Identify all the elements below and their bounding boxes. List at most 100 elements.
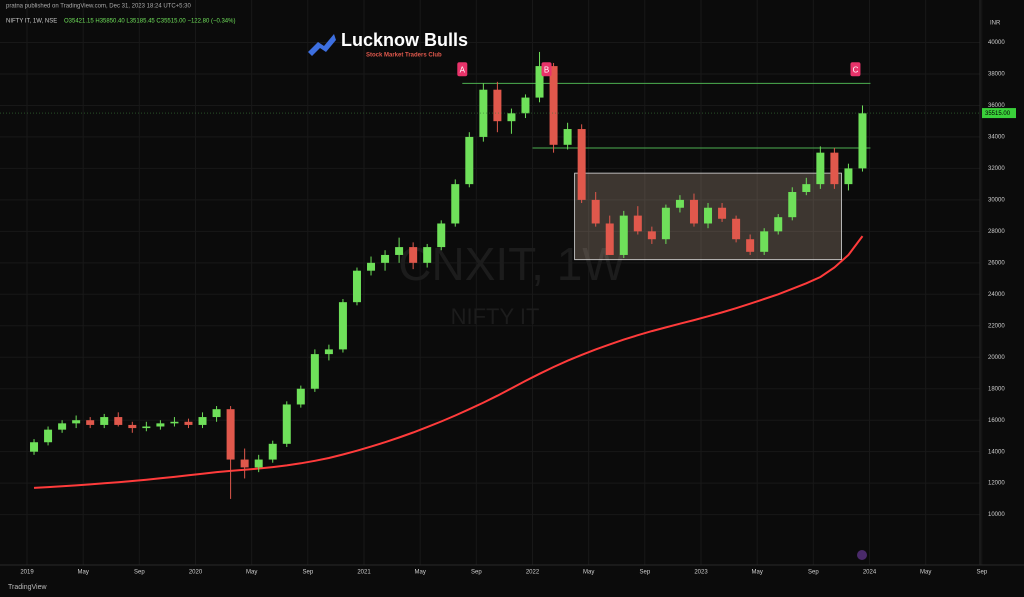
marker-box: [541, 62, 552, 77]
candle-body: [352, 270, 361, 303]
x-tick-label: May: [583, 570, 594, 576]
watermark: CNXIT, 1W: [398, 238, 626, 290]
marker-label: B: [544, 65, 549, 74]
candle-body: [86, 420, 95, 425]
last-price-label: 35515.00: [985, 111, 1011, 117]
candle-body: [788, 192, 797, 218]
x-tick-label: Sep: [134, 570, 145, 576]
y-tick-label: 28000: [988, 229, 1005, 235]
x-tick-label: 2024: [863, 570, 877, 576]
y-tick-label: 34000: [988, 135, 1005, 141]
candle-body: [507, 113, 516, 122]
candle-body: [493, 89, 502, 122]
candle-body: [156, 423, 165, 427]
marker-box: [457, 62, 468, 77]
published: pratna published on TradingView.com, Dec…: [6, 4, 192, 10]
candle-body: [338, 302, 347, 350]
marker-label: C: [853, 65, 859, 74]
candle-body: [44, 429, 53, 443]
x-tick-label: Sep: [302, 570, 313, 576]
x-tick-label: Sep: [976, 570, 987, 576]
candle-body: [240, 459, 249, 468]
logo-tagline: Stock Market Traders Club: [366, 53, 442, 59]
moving-average: [33, 235, 864, 489]
candle-body: [212, 409, 221, 418]
y-tick-label: 24000: [988, 292, 1005, 298]
candle-body: [395, 247, 404, 255]
candle-body: [760, 231, 769, 252]
candle-body: [381, 254, 390, 263]
candle-body: [647, 231, 656, 240]
y-tick-label: 10000: [988, 512, 1005, 518]
candle-body: [802, 184, 811, 193]
x-tick-label: May: [414, 570, 425, 576]
symbol: NIFTY IT, 1W, NSE: [6, 19, 57, 25]
candle-body: [72, 420, 81, 424]
candle-body: [535, 66, 544, 98]
x-tick-label: Sep: [639, 570, 650, 576]
candle-body: [577, 129, 586, 200]
footer: TradingView: [8, 584, 47, 591]
candle-body: [619, 215, 628, 255]
candle-body: [451, 184, 460, 224]
x-tick-label: 2022: [526, 570, 540, 576]
x-tick-label: 2023: [694, 570, 708, 576]
candle-body: [521, 97, 530, 114]
candle-body: [549, 66, 558, 145]
candle-body: [226, 409, 235, 460]
ohlc: O35421.15 H35850.40 L35185.45 C35515.00 …: [64, 19, 235, 25]
candle-body: [198, 417, 207, 425]
y-tick-label: 18000: [988, 386, 1005, 392]
candle-body: [732, 218, 741, 240]
candle-body: [100, 417, 109, 425]
x-tick-label: May: [246, 570, 257, 576]
logo-icon: [308, 34, 336, 56]
candle-body: [324, 349, 333, 355]
watermark-sub: NIFTY IT: [451, 304, 540, 329]
y-tick-label: 30000: [988, 197, 1005, 203]
candle-body: [142, 426, 151, 429]
candle-body: [409, 247, 418, 263]
candle-body: [704, 207, 713, 224]
y-tick-label: 20000: [988, 355, 1005, 361]
candle-body: [774, 217, 783, 232]
candle-body: [184, 421, 193, 425]
x-tick-label: May: [920, 570, 931, 576]
x-tick-label: May: [77, 570, 88, 576]
candle-body: [310, 354, 319, 389]
candle-body: [254, 459, 263, 468]
candle-body: [830, 152, 839, 185]
marker-box: [850, 62, 861, 77]
y-tick-label: 32000: [988, 166, 1005, 172]
candle-body: [114, 417, 123, 425]
y-tick-label: 14000: [988, 449, 1005, 455]
y-tick-label: 16000: [988, 418, 1005, 424]
candle-body: [423, 247, 432, 263]
x-tick-label: 2020: [189, 570, 203, 576]
candle-body: [844, 168, 853, 185]
candle-body: [605, 223, 614, 255]
candle-body: [128, 424, 137, 429]
plot: A B C: [0, 51, 980, 499]
flash-icon: [857, 550, 867, 560]
last-price-box: [982, 108, 1016, 119]
y-tick-label: 26000: [988, 260, 1005, 266]
candle-body: [746, 239, 755, 252]
candle-body: [633, 215, 642, 232]
y-tick-label: 40000: [988, 40, 1005, 46]
candle-body: [675, 199, 684, 208]
candle-body: [465, 136, 474, 185]
candle-body: [30, 442, 39, 452]
candle-body: [282, 404, 291, 444]
marker-label: A: [460, 65, 466, 74]
candle-body: [296, 388, 305, 405]
y-tick-label: 12000: [988, 481, 1005, 487]
candle-body: [563, 129, 572, 145]
candle-body: [718, 207, 727, 219]
candle-body: [367, 262, 376, 271]
x-tick-label: Sep: [808, 570, 819, 576]
grid: [0, 0, 983, 565]
candle-body: [689, 199, 698, 224]
